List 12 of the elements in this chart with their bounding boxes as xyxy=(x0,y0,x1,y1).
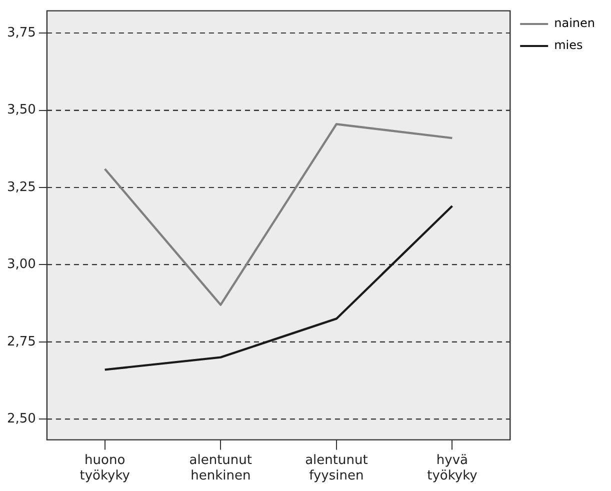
y-tick-label: 3,50 xyxy=(6,102,36,118)
y-tick-label: 3,25 xyxy=(6,180,36,195)
x-tick-label: alentunut henkinen xyxy=(189,452,252,484)
x-tick-label: huono työkyky xyxy=(80,452,130,484)
x-tick-label: hyvä työkyky xyxy=(427,452,478,484)
x-tick-label: alentunut fyysinen xyxy=(305,452,368,484)
legend-label: mies xyxy=(554,38,583,52)
y-tick-label: 3,75 xyxy=(6,25,36,40)
y-tick-label: 3,00 xyxy=(6,257,36,272)
y-tick-label: 2,75 xyxy=(6,334,36,350)
legend-label: nainen xyxy=(554,16,596,30)
y-tick-label: 2,50 xyxy=(6,411,36,426)
